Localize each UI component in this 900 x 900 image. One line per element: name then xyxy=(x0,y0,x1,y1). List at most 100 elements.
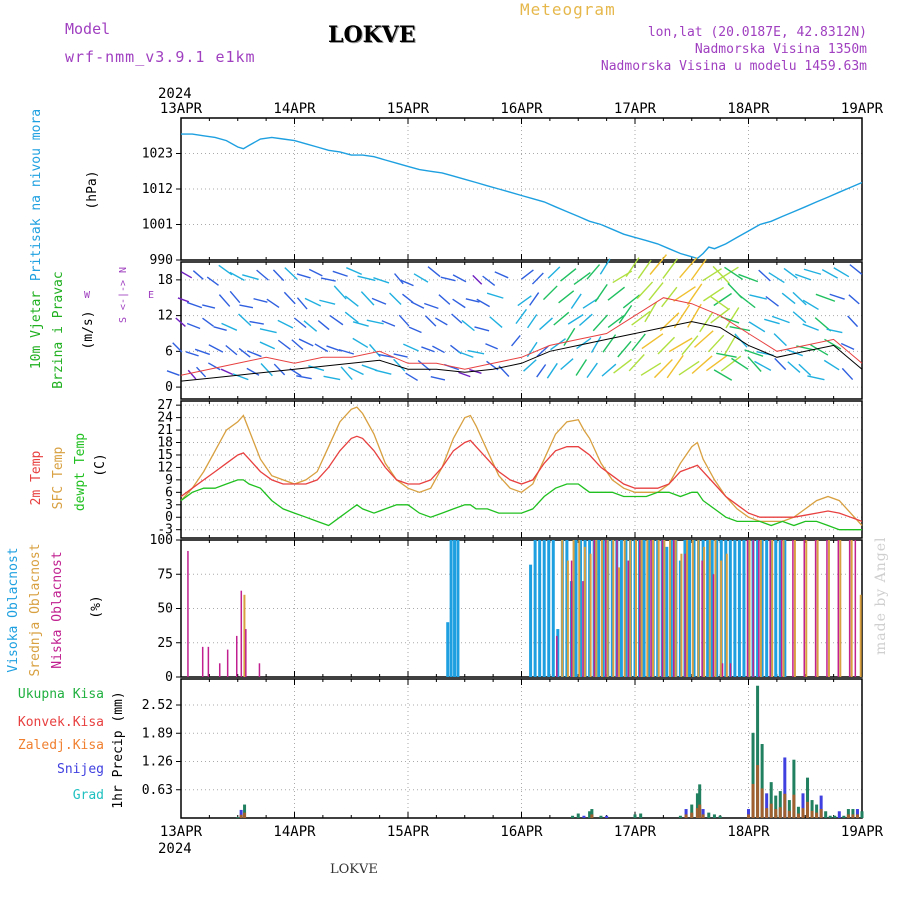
wind-barb xyxy=(352,321,369,327)
wind-barb xyxy=(373,277,390,284)
precip-conv-bar xyxy=(810,810,814,818)
high-cloud-bar xyxy=(547,540,551,677)
wind-barb xyxy=(802,323,819,331)
precip-bar xyxy=(796,806,800,818)
wind-barb xyxy=(511,334,521,347)
mid-cloud-bar xyxy=(771,540,774,677)
low-cloud-bar xyxy=(187,550,189,677)
wind-barb xyxy=(712,265,730,285)
low-cloud-bar xyxy=(803,540,805,677)
y-tick-label: 15 xyxy=(157,448,173,463)
wind-barb xyxy=(221,322,238,331)
wind-barb xyxy=(631,333,646,351)
precip-bar xyxy=(590,809,594,818)
wind-barb xyxy=(527,314,538,329)
wind-legend-e: E xyxy=(148,290,154,301)
wind-barb xyxy=(558,290,575,304)
wind-barb xyxy=(202,304,216,309)
wind-barb xyxy=(717,266,739,281)
precip-conv-bar xyxy=(695,808,699,818)
precip-bar xyxy=(236,817,240,818)
wind-barb xyxy=(520,269,534,280)
wind-barb xyxy=(421,346,435,353)
low-cloud-bar xyxy=(604,540,607,677)
wind-barb xyxy=(332,270,348,277)
precip-conv-bar xyxy=(792,794,796,818)
wind-barb xyxy=(172,342,183,353)
wind-barb xyxy=(424,302,439,310)
wind-barb xyxy=(186,322,201,330)
wind-legend-s: S xyxy=(118,317,129,323)
wind-legend-n: N xyxy=(118,267,129,273)
wind-barb xyxy=(607,314,625,328)
wind-barb xyxy=(661,286,678,308)
wind-barb xyxy=(687,303,702,328)
wind-barb xyxy=(180,271,193,279)
high-cloud-bar xyxy=(597,540,601,677)
mid-cloud-bar xyxy=(669,540,672,677)
precip-bar xyxy=(760,744,764,818)
wind-barb xyxy=(833,267,850,278)
y-tick-label: 18 xyxy=(157,436,173,451)
precip-bar xyxy=(684,809,688,818)
precip-bar xyxy=(599,815,603,818)
wind-barb xyxy=(841,367,854,381)
dewpt-line xyxy=(180,479,862,531)
precip-bar xyxy=(860,811,864,818)
low-cloud-bar xyxy=(826,540,828,677)
wind-barb xyxy=(662,258,679,279)
wind-barb xyxy=(536,345,550,357)
mid-cloud-bar xyxy=(703,546,706,677)
temp-2m-label: 2m Temp xyxy=(29,450,44,505)
precip-conv-bar xyxy=(778,807,782,818)
wind-barb xyxy=(771,315,790,324)
precip-bar xyxy=(774,795,778,818)
wind-barb xyxy=(618,304,633,324)
low-cloud-bar xyxy=(556,635,558,677)
precip-bar xyxy=(707,812,711,818)
precip-bar xyxy=(712,814,716,818)
wind-barb xyxy=(666,354,684,379)
wind-barb xyxy=(710,295,730,311)
wind-barb xyxy=(239,304,254,309)
wind-barb xyxy=(703,286,725,302)
wind-barb xyxy=(361,364,378,372)
precip-bar xyxy=(751,732,755,818)
x-tick-label-bottom: 17APR xyxy=(614,824,657,840)
wind-barb xyxy=(374,369,392,375)
wind-barb xyxy=(713,292,732,307)
wind-barb xyxy=(628,354,645,372)
wind-barb xyxy=(773,333,787,347)
y-tick-label: 2.52 xyxy=(142,698,173,713)
wind-barb xyxy=(553,311,570,326)
wind-barb xyxy=(579,313,593,327)
mid-cloud-bar xyxy=(572,540,575,677)
wind-barb xyxy=(202,317,215,327)
wind-unit: (m/s) xyxy=(81,310,96,349)
wind-barb xyxy=(256,269,269,281)
y-tick-label: -3 xyxy=(157,523,173,538)
y-tick-label: 0 xyxy=(165,510,173,525)
y-tick-label: 1001 xyxy=(142,218,173,233)
wind-barb xyxy=(410,301,425,309)
wind-barb xyxy=(260,363,273,377)
precip-bar xyxy=(824,811,828,818)
mid-cloud-bar xyxy=(691,540,694,677)
wind-barb xyxy=(452,274,467,283)
wind-barb xyxy=(486,292,504,299)
precip-conv-bar xyxy=(239,814,243,818)
wind-barb xyxy=(489,316,503,328)
wind-barb xyxy=(729,326,751,332)
wind-speed-line xyxy=(180,321,863,382)
wind-barb xyxy=(716,352,737,358)
wind-barb xyxy=(476,298,490,308)
y-tick-label: 1.26 xyxy=(142,755,173,770)
wind-barb xyxy=(826,328,843,334)
y-tick-label: 100 xyxy=(150,533,173,548)
wind-barb xyxy=(494,271,509,279)
mid-cloud-bar xyxy=(652,540,655,677)
model-version: wrf-nmm_v3.9.1 e1km xyxy=(65,48,256,66)
wind-barb xyxy=(284,267,298,280)
wind-barb xyxy=(798,363,812,376)
